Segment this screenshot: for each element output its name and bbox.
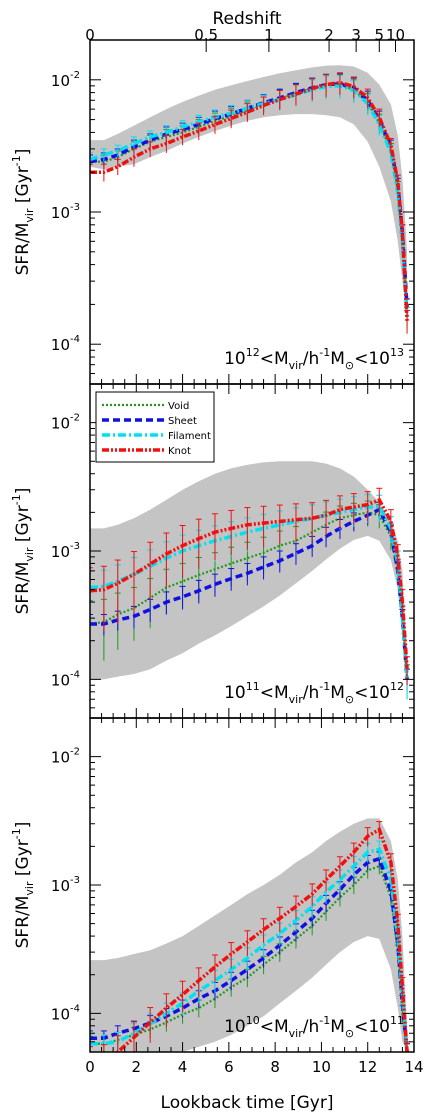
x-tick-label: 0: [85, 1058, 95, 1076]
y-tick-label: 10-3: [51, 875, 80, 895]
panel-1: 10-2 10-3 10-4 1012<Mvir/h-1M⊙<1013: [51, 39, 415, 385]
y-tick-label: 10-4: [51, 1003, 80, 1023]
redshift-tick-label: 3: [351, 26, 361, 44]
legend-label-knot: Knot: [168, 446, 191, 457]
legend-label-filament: Filament: [168, 431, 211, 442]
mass-range-label: 1011<Mvir/h-1M⊙<1012: [224, 680, 404, 706]
panel-3: 10-2 10-3 10-4 1010<Mvir/h-1M⊙<1011: [51, 717, 415, 1053]
series-line-filament: [90, 847, 409, 1052]
y-tick-label: 10-2: [51, 413, 80, 433]
series-line-sheet: [90, 507, 409, 680]
series-line-void: [90, 864, 409, 1052]
top-axis-title: Redshift: [212, 9, 281, 29]
series-knot: [90, 72, 411, 334]
redshift-tick-label: 10: [386, 26, 405, 44]
y-tick-label: 10-2: [51, 747, 80, 767]
x-tick-label: 6: [224, 1058, 234, 1076]
y-axis-label: SFR/Mvir [Gyr-1]: [10, 149, 36, 276]
series-knot: [90, 821, 411, 1052]
series-line-knot: [90, 80, 409, 321]
mass-range-label: 1010<Mvir/h-1M⊙<1011: [224, 1014, 404, 1040]
mass-range-label: 1012<Mvir/h-1M⊙<1013: [224, 346, 404, 372]
y-axis-label: SFR/Mvir [Gyr-1]: [10, 822, 36, 949]
y-tick-label: 10-3: [51, 202, 80, 222]
redshift-tick-label: 1: [264, 26, 274, 44]
series-line-knot: [90, 497, 409, 670]
panel-2: 10-2 10-3 10-4 1011<Mvir/h-1M⊙<1012 Void Shee…: [51, 383, 415, 719]
x-tick-label: 2: [132, 1058, 142, 1076]
series-line-knot: [114, 827, 409, 1052]
x-tick-label: 8: [270, 1058, 280, 1076]
redshift-tick-label: 5: [375, 26, 385, 44]
x-axis-label: Lookback time [Gyr]: [161, 1093, 334, 1113]
series-line-filament: [90, 84, 409, 318]
y-tick-label: 10-4: [51, 669, 80, 689]
panels: 10-2 10-3 10-4 1012<Mvir/h-1M⊙<1013 10-2 10-3…: [51, 39, 415, 1053]
series-line-void: [90, 511, 409, 680]
x-axis-ticks: 0 2 4 6 8 10 12 14: [85, 1058, 423, 1076]
x-tick-label: 14: [404, 1058, 423, 1076]
y-tick-label: 10-4: [51, 334, 80, 354]
legend: Void Sheet Filament Knot: [95, 391, 215, 463]
x-tick-label: 10: [312, 1058, 331, 1076]
series-knot: [90, 487, 411, 686]
series-line-filament: [90, 505, 409, 680]
y-axis-label: SFR/Mvir [Gyr-1]: [10, 488, 36, 615]
scatter-band: [90, 461, 408, 692]
top-axis-ticks: 0 0.5 1 2 3 5 10: [85, 26, 405, 52]
y-tick-label: 10-2: [51, 70, 80, 90]
legend-label-sheet: Sheet: [168, 416, 197, 427]
legend-label-void: Void: [168, 401, 189, 412]
x-tick-label: 4: [178, 1058, 188, 1076]
redshift-tick-label: 0: [85, 26, 95, 44]
redshift-tick-label: 2: [324, 26, 334, 44]
y-tick-label: 10-3: [51, 541, 80, 561]
x-tick-label: 12: [358, 1058, 377, 1076]
y-axis-labels: SFR/Mvir [Gyr-1] SFR/Mvir [Gyr-1] SFR/Mvir…: [10, 149, 36, 949]
redshift-tick-label: 0.5: [194, 26, 218, 44]
